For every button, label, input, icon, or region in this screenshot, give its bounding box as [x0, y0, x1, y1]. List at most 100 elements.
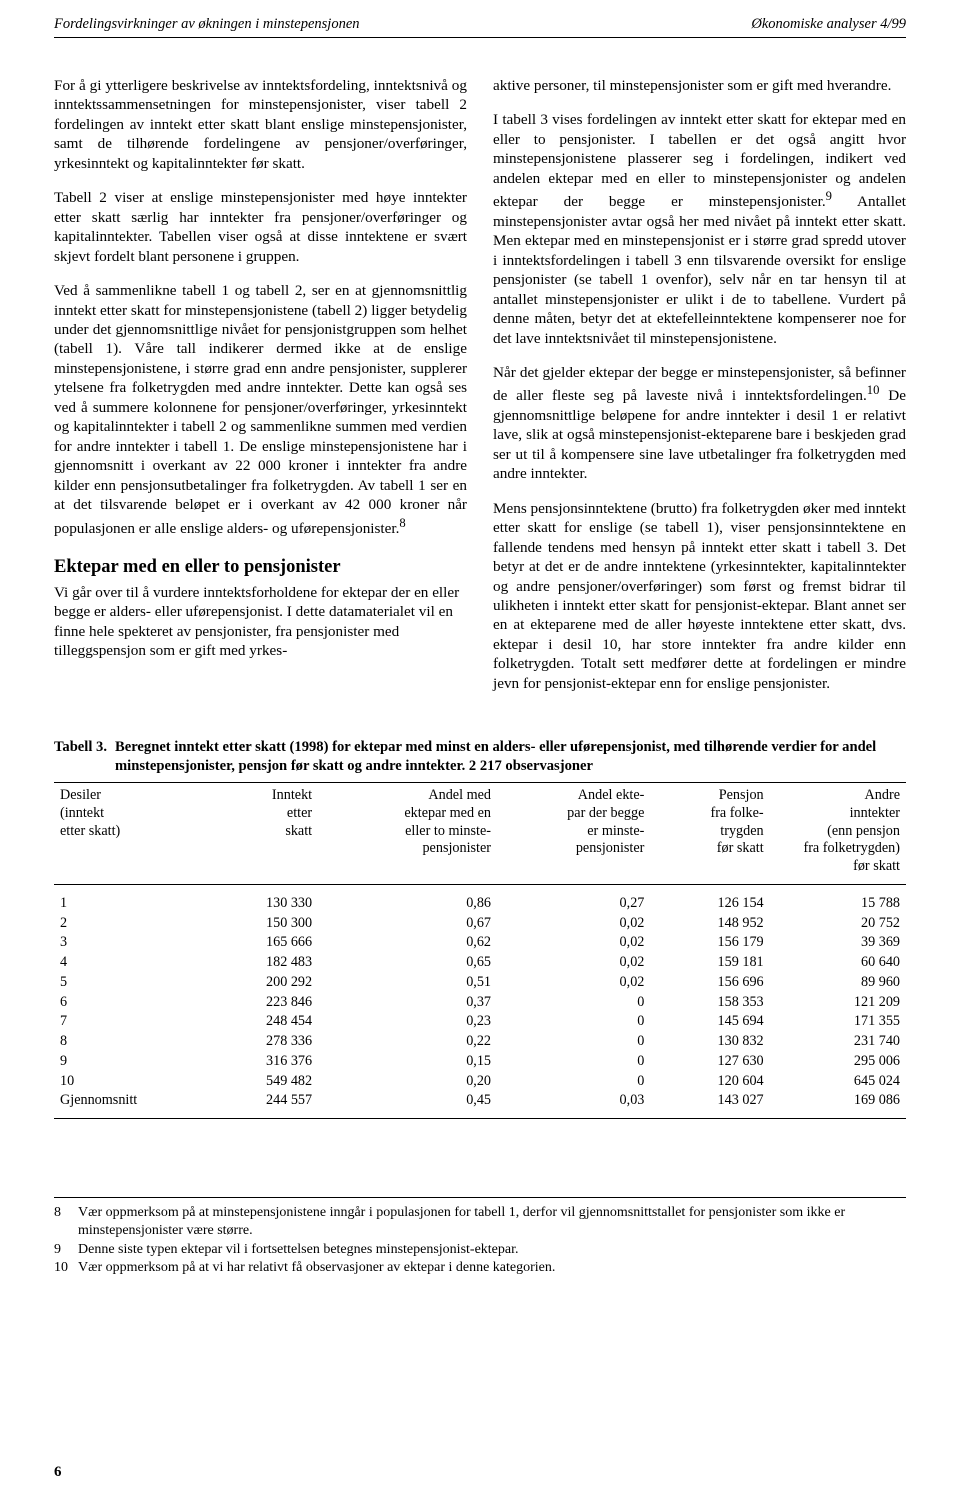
table-row: 4182 4830,650,02159 18160 640	[54, 953, 906, 973]
table-cell: 169 086	[770, 1091, 906, 1118]
table-cell: 9	[54, 1052, 190, 1072]
table-cell: 200 292	[190, 973, 318, 993]
table-row: 1130 3300,860,27126 15415 788	[54, 884, 906, 913]
table-cell: Gjennomsnitt	[54, 1091, 190, 1118]
right-p3: Når det gjelder ektepar der begge er min…	[493, 363, 906, 484]
footnote-num: 9	[54, 1241, 72, 1259]
table-row: 7248 4540,230145 694171 355	[54, 1012, 906, 1032]
table-cell: 0,02	[497, 973, 650, 993]
table-cell: 0,23	[318, 1012, 497, 1032]
right-p4: Mens pensjonsinntektene (brutto) fra fol…	[493, 499, 906, 694]
table3-th: Andre inntekter (enn pensjon fra folketr…	[770, 783, 906, 885]
table-row: Gjennomsnitt244 5570,450,03143 027169 08…	[54, 1091, 906, 1118]
table-row: 8278 3360,220130 832231 740	[54, 1032, 906, 1052]
table-cell: 159 181	[650, 953, 769, 973]
table-row: 3165 6660,620,02156 17939 369	[54, 933, 906, 953]
table-cell: 150 300	[190, 914, 318, 934]
table-cell: 156 696	[650, 973, 769, 993]
table3-head: Desiler (inntekt etter skatt)Inntekt ett…	[54, 783, 906, 885]
table-cell: 1	[54, 884, 190, 913]
left-p3-text: Ved å sammenlikne tabell 1 og tabell 2, …	[54, 282, 467, 537]
footnote: 8Vær oppmerksom på at minstepensjonisten…	[54, 1204, 906, 1240]
table3-body: 1130 3300,860,27126 15415 7882150 3000,6…	[54, 884, 906, 1118]
running-head: Fordelingsvirkninger av økningen i minst…	[54, 16, 906, 38]
table-cell: 244 557	[190, 1091, 318, 1118]
table3-th: Andel med ektepar med en eller to minste…	[318, 783, 497, 885]
table-cell: 0,62	[318, 933, 497, 953]
table-cell: 60 640	[770, 953, 906, 973]
left-p3: Ved å sammenlikne tabell 1 og tabell 2, …	[54, 281, 467, 538]
table-cell: 0,65	[318, 953, 497, 973]
table-cell: 171 355	[770, 1012, 906, 1032]
table-row: 10549 4820,200120 604645 024	[54, 1072, 906, 1092]
table-cell: 143 027	[650, 1091, 769, 1118]
table-row: 6223 8460,370158 353121 209	[54, 993, 906, 1013]
table-cell: 39 369	[770, 933, 906, 953]
running-head-right: Økonomiske analyser 4/99	[751, 16, 906, 33]
table-cell: 145 694	[650, 1012, 769, 1032]
table-cell: 130 832	[650, 1032, 769, 1052]
running-head-left: Fordelingsvirkninger av økningen i minst…	[54, 16, 360, 33]
table3-caption-body: Beregnet inntekt etter skatt (1998) for …	[115, 738, 906, 776]
table-row: 5200 2920,510,02156 69689 960	[54, 973, 906, 993]
table-cell: 121 209	[770, 993, 906, 1013]
left-p1: For å gi ytterligere beskrivelse av innt…	[54, 76, 467, 173]
page: Fordelingsvirkninger av økningen i minst…	[0, 0, 960, 1495]
table-cell: 0	[497, 993, 650, 1013]
table-cell: 5	[54, 973, 190, 993]
right-p3a: Når det gjelder ektepar der begge er min…	[493, 364, 906, 405]
table3-th: Desiler (inntekt etter skatt)	[54, 783, 190, 885]
table-cell: 0,27	[497, 884, 650, 913]
right-p2: I tabell 3 vises fordelingen av inntekt …	[493, 110, 906, 348]
footnote: 10 Vær oppmerksom på at vi har relativt f…	[54, 1259, 906, 1277]
table-cell: 6	[54, 993, 190, 1013]
table-row: 2150 3000,670,02148 95220 752	[54, 914, 906, 934]
body-columns: For å gi ytterligere beskrivelse av innt…	[54, 76, 906, 708]
right-column: aktive personer, til minstepensjonister …	[493, 76, 906, 708]
table-cell: 2	[54, 914, 190, 934]
table-cell: 0	[497, 1052, 650, 1072]
footnotes: 8Vær oppmerksom på at minstepensjonisten…	[54, 1197, 906, 1277]
table-cell: 130 330	[190, 884, 318, 913]
section-heading-ektepar: Ektepar med en eller to pensjonister	[54, 556, 467, 580]
table-cell: 148 952	[650, 914, 769, 934]
table-cell: 0,67	[318, 914, 497, 934]
table-cell: 126 154	[650, 884, 769, 913]
table3-th: Pensjon fra folke- trygden før skatt	[650, 783, 769, 885]
left-p2: Tabell 2 viser at enslige minstepensjoni…	[54, 188, 467, 266]
table-cell: 156 179	[650, 933, 769, 953]
left-column: For å gi ytterligere beskrivelse av innt…	[54, 76, 467, 708]
table-cell: 0	[497, 1032, 650, 1052]
table-cell: 295 006	[770, 1052, 906, 1072]
table3-caption-lead: Tabell 3.	[54, 738, 107, 776]
table-cell: 127 630	[650, 1052, 769, 1072]
table-cell: 10	[54, 1072, 190, 1092]
footnote-num: 10	[54, 1259, 72, 1277]
table-cell: 0,03	[497, 1091, 650, 1118]
table-cell: 0	[497, 1072, 650, 1092]
table-cell: 158 353	[650, 993, 769, 1013]
table-cell: 3	[54, 933, 190, 953]
right-p2b: Antallet minstepensjonister avtar også h…	[493, 193, 906, 346]
table-cell: 549 482	[190, 1072, 318, 1092]
table-cell: 248 454	[190, 1012, 318, 1032]
footnote-num: 8	[54, 1204, 72, 1240]
table-cell: 7	[54, 1012, 190, 1032]
table-cell: 223 846	[190, 993, 318, 1013]
table3-head-row: Desiler (inntekt etter skatt)Inntekt ett…	[54, 783, 906, 885]
table-cell: 182 483	[190, 953, 318, 973]
table3-th: Andel ekte- par der begge er minste- pen…	[497, 783, 650, 885]
footnote-text: Vær oppmerksom på at vi har relativt få …	[78, 1259, 906, 1277]
footnote-ref-10: 10	[867, 383, 880, 397]
table-row: 9316 3760,150127 630295 006	[54, 1052, 906, 1072]
table3-th: Inntekt etter skatt	[190, 783, 318, 885]
table-cell: 0	[497, 1012, 650, 1032]
footnote-ref-8: 8	[399, 516, 405, 530]
table-cell: 0,22	[318, 1032, 497, 1052]
footnote-text: Vær oppmerksom på at minstepensjonistene…	[78, 1204, 906, 1240]
right-p1: aktive personer, til minstepensjonister …	[493, 76, 906, 95]
table-cell: 231 740	[770, 1032, 906, 1052]
table-cell: 0,86	[318, 884, 497, 913]
table-cell: 645 024	[770, 1072, 906, 1092]
table-cell: 0,45	[318, 1091, 497, 1118]
